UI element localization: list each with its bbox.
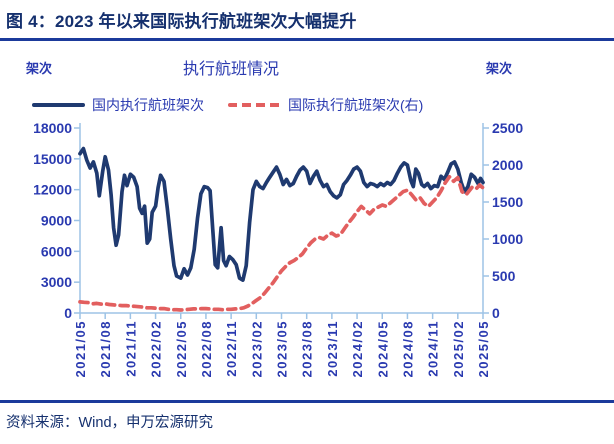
x-tick-label: 2021/11	[123, 320, 138, 377]
figure-title: 图 4：2023 年以来国际执行航班架次大幅提升	[6, 12, 357, 31]
y-tick-label-left: 6000	[41, 243, 72, 259]
y-tick-label-right: 2500	[492, 120, 523, 136]
y-tick-label-left: 3000	[41, 274, 72, 290]
x-tick-label: 2021/08	[98, 320, 113, 378]
x-tick-label: 2024/02	[350, 320, 365, 378]
x-tick-label: 2023/08	[300, 320, 315, 378]
x-tick-label: 2023/05	[275, 320, 290, 378]
title-underline-rule	[0, 38, 614, 41]
y-tick-label-left: 0	[64, 305, 72, 321]
x-tick-label: 2022/02	[149, 320, 164, 378]
y-tick-label-left: 15000	[33, 151, 72, 167]
x-tick-label: 2021/05	[73, 320, 88, 378]
international-line-swatch	[228, 103, 281, 107]
y-tick-label-left: 12000	[33, 182, 72, 198]
legend-label-domestic: 国内执行航班架次	[92, 97, 204, 113]
legend-item-international: 国际执行航班架次(右)	[228, 95, 423, 115]
y-tick-label-left: 18000	[33, 120, 72, 136]
y-tick-label-right: 1000	[492, 231, 523, 247]
domestic-series-line	[78, 146, 485, 282]
chart-title: 执行航班情况	[183, 61, 280, 78]
left-axis-unit-label: 架次	[26, 61, 53, 76]
y-tick-label-right: 2000	[492, 157, 523, 173]
y-tick-label-right: 1500	[492, 194, 523, 210]
international-series-line	[78, 174, 485, 312]
x-tick-label: 2023/02	[249, 320, 264, 378]
legend-label-international: 国际执行航班架次(右)	[288, 97, 424, 113]
legend-item-domestic: 国内执行航班架次	[32, 95, 204, 115]
x-tick-label: 2025/05	[476, 320, 491, 378]
source-note: 资料来源：Wind，申万宏源研究	[6, 415, 214, 431]
x-tick-label: 2023/11	[325, 320, 340, 377]
x-tick-label: 2024/08	[400, 320, 415, 378]
right-axis-unit-label: 架次	[486, 61, 513, 76]
footer-rule	[0, 400, 614, 403]
x-tick-label: 2022/11	[224, 320, 239, 377]
x-tick-label: 2022/05	[174, 320, 189, 378]
y-tick-label-right: 0	[492, 305, 500, 321]
y-tick-label-right: 500	[492, 268, 516, 284]
legend: 国内执行航班架次 国际执行航班架次(右)	[32, 95, 423, 115]
x-tick-label: 2024/11	[426, 320, 441, 377]
x-tick-label: 2024/05	[375, 320, 390, 378]
x-tick-label: 2022/08	[199, 320, 214, 378]
x-tick-label: 2025/02	[451, 320, 466, 378]
domestic-line-swatch	[32, 103, 85, 107]
y-tick-label-left: 9000	[41, 213, 72, 229]
